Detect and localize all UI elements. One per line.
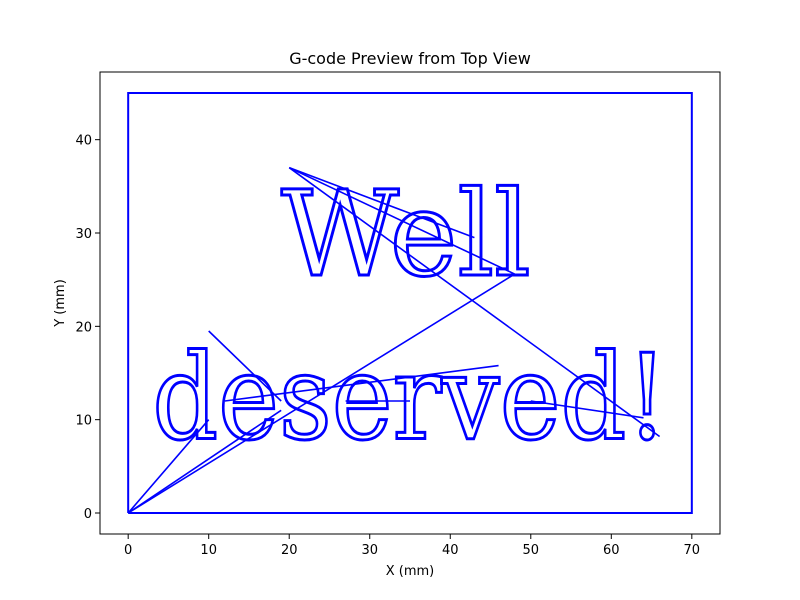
toolpath-text-outline: Well — [281, 165, 531, 303]
toolpath-border — [127, 92, 693, 514]
y-tick-label: 30 — [75, 227, 92, 242]
x-tick-label: 60 — [603, 543, 620, 558]
toolpath-text-outline: deserved! — [152, 328, 667, 466]
chart-title: G-code Preview from Top View — [289, 49, 531, 68]
toolpath-travel-move — [288, 166, 475, 239]
y-tick-label: 0 — [84, 507, 92, 522]
x-tick-label: 30 — [361, 543, 378, 558]
toolpath-travel-move — [224, 364, 499, 402]
x-tick-label: 50 — [523, 543, 540, 558]
toolpath-travel-move — [288, 166, 516, 275]
plot-area: Well deserved! — [127, 92, 693, 514]
x-axis: 0 10 20 30 40 50 60 70 — [124, 534, 700, 558]
x-tick-label: 40 — [442, 543, 459, 558]
y-tick-label: 20 — [75, 320, 92, 335]
toolpath-travel-move — [530, 400, 644, 419]
x-axis-label: X (mm) — [386, 564, 435, 579]
toolpath-travel-move — [127, 419, 210, 514]
y-axis-label: Y (mm) — [53, 279, 68, 328]
toolpath-travel-move — [208, 330, 282, 402]
toolpath-travel-move — [127, 409, 282, 514]
y-axis: 0 10 20 30 40 — [75, 134, 100, 522]
x-tick-label: 70 — [684, 543, 701, 558]
x-tick-label: 0 — [124, 543, 132, 558]
toolpath-travel-move — [288, 167, 661, 438]
y-tick-label: 10 — [75, 414, 92, 429]
toolpath-travel-move — [127, 273, 516, 514]
x-tick-label: 20 — [281, 543, 298, 558]
axes-frame — [99, 71, 721, 535]
y-tick-label: 40 — [75, 134, 92, 149]
x-tick-label: 10 — [200, 543, 217, 558]
